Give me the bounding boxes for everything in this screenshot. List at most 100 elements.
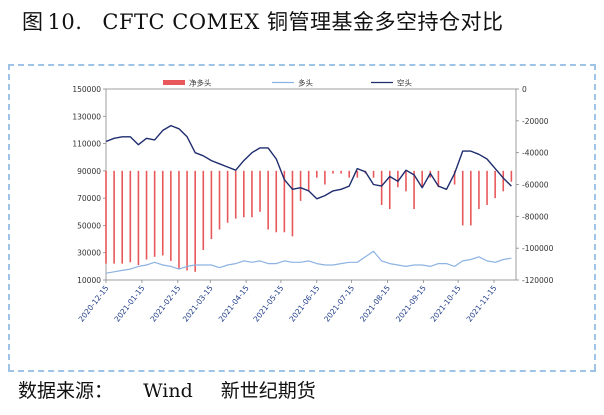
x-tick-label: 2021-04-15 (217, 284, 251, 324)
net-long-bar (161, 170, 164, 256)
x-tick-label: 2021-01-15 (113, 284, 147, 324)
net-long-bar (413, 170, 415, 210)
net-long-bar (510, 170, 513, 182)
figure-title: 图 10. CFTC COMEX 铜管理基金多空持仓对比 (22, 6, 504, 36)
net-long-bar (129, 170, 132, 263)
left-tick-label: 90000 (77, 167, 101, 176)
left-border (8, 64, 10, 370)
net-long-bar (113, 170, 115, 264)
top-border (8, 64, 596, 66)
left-tick-label: 50000 (77, 221, 101, 230)
net-long-bar (348, 170, 351, 178)
x-tick-label: 2021-08-15 (358, 284, 392, 324)
x-tick-label: 2021-07-15 (322, 284, 356, 324)
source-label: 数据来源： (18, 380, 114, 402)
left-tick-label: 150000 (72, 85, 101, 94)
source-company: 新世纪期货 (220, 380, 316, 402)
net-long-bar (461, 170, 464, 226)
bottom-border (8, 370, 596, 372)
chart-legend: 净多头 多头 空头 (163, 78, 412, 88)
net-long-bar (405, 170, 407, 192)
net-long-bars (105, 170, 513, 272)
net-long-bar (437, 170, 440, 188)
net-long-bar (153, 170, 156, 257)
net-long-bar (421, 170, 423, 188)
net-long-bar (178, 170, 180, 270)
right-tick-label: -20000 (522, 117, 549, 126)
net-long-bar (340, 170, 342, 174)
net-long-bar (145, 170, 148, 260)
net-long-bar (218, 170, 221, 230)
net-long-bar (315, 170, 318, 178)
figure-number: 10. (47, 10, 83, 34)
figure-title-text: CFTC COMEX 铜管理基金多空持仓对比 (102, 10, 504, 34)
net-long-bar (453, 170, 456, 185)
net-long-bar (332, 170, 334, 174)
net-long-bar (194, 170, 196, 272)
right-tick-label: -80000 (522, 212, 549, 221)
figure-label: 图 (22, 10, 44, 34)
short-position-line (105, 124, 512, 200)
legend-short-label: 空头 (397, 78, 412, 88)
source-wind: Wind (143, 380, 193, 402)
net-long-bar (502, 170, 505, 192)
net-long-bar (494, 170, 496, 199)
x-tick-label: 2020-12-15 (77, 284, 111, 324)
net-long-bar (299, 170, 302, 201)
left-tick-label: 130000 (72, 112, 101, 121)
x-tick-label: 2021-03-15 (181, 284, 215, 324)
net-long-bar (397, 170, 399, 188)
right-tick-label: -100000 (522, 244, 554, 253)
net-long-bar (267, 170, 269, 230)
right-tick-label: -120000 (522, 276, 554, 285)
net-long-bar (121, 170, 124, 264)
source-footer: 数据来源： Wind 新世纪期货 (18, 376, 316, 403)
x-tick-label: 2021-05-15 (252, 284, 286, 324)
x-tick-label: 2021-06-15 (287, 284, 321, 324)
net-long-bar (470, 170, 472, 226)
net-long-bar (137, 170, 140, 265)
net-long-bar (259, 170, 261, 212)
net-long-bar (372, 170, 375, 178)
net-long-bar (105, 170, 107, 264)
net-long-bar (324, 170, 326, 185)
right-tick-label: -60000 (522, 181, 549, 190)
right-tick-label: -40000 (522, 149, 549, 158)
x-tick-label: 2021-11-15 (465, 284, 499, 324)
net-long-bar (186, 170, 188, 271)
net-long-bar (251, 170, 253, 218)
left-tick-label: 110000 (72, 140, 101, 149)
tick-labels: 10000 30000 50000 70000 90000 110000 130000 150… (72, 85, 553, 324)
net-long-bar (243, 170, 245, 218)
chart-lines (105, 124, 512, 274)
net-long-bar (291, 170, 294, 237)
legend-long-label: 多头 (298, 78, 313, 88)
net-long-bar (486, 170, 488, 205)
net-long-bar (307, 170, 310, 192)
net-long-bar (283, 170, 286, 233)
long-position-line (105, 250, 512, 274)
net-long-bar (226, 170, 229, 223)
chart-axes (103, 88, 519, 283)
x-tick-label: 2021-09-15 (394, 284, 428, 324)
net-long-bar (478, 170, 480, 210)
x-tick-label: 2021-10-15 (429, 284, 463, 324)
net-long-bar (275, 170, 278, 233)
legend-net-long-label: 净多头 (189, 78, 212, 88)
left-tick-label: 10000 (77, 276, 101, 285)
net-long-bar (388, 170, 391, 210)
net-long-bar (202, 170, 205, 250)
net-long-bar (356, 170, 359, 178)
net-long-bar (170, 170, 172, 261)
net-long-bar (210, 170, 213, 240)
left-tick-label: 70000 (77, 194, 101, 203)
x-tick-label: 2021-02-15 (148, 284, 182, 324)
right-border (594, 64, 596, 370)
left-tick-label: 30000 (77, 249, 101, 258)
net-long-bar (234, 170, 237, 219)
right-tick-label: 0 (522, 85, 527, 94)
net-long-bar (380, 170, 383, 205)
legend-net-long-swatch (163, 80, 185, 85)
